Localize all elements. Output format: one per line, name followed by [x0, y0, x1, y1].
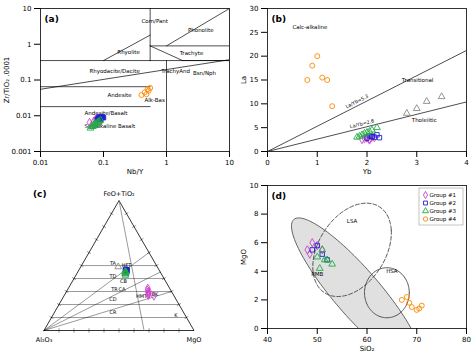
svg-text:0.1: 0.1 — [98, 159, 109, 167]
svg-text:Trachyte: Trachyte — [179, 50, 204, 57]
svg-text:3: 3 — [415, 159, 419, 167]
svg-text:Nb/Y: Nb/Y — [127, 168, 144, 176]
svg-text:Group #2: Group #2 — [430, 200, 457, 207]
svg-text:Bsn/Nph: Bsn/Nph — [193, 70, 217, 77]
svg-text:50: 50 — [313, 336, 322, 344]
svg-text:FeO+TiO₂: FeO+TiO₂ — [103, 190, 135, 198]
svg-text:HMT: HMT — [135, 293, 148, 300]
svg-text:TD: TD — [109, 273, 117, 279]
svg-text:Transitional: Transitional — [401, 77, 434, 83]
svg-text:(a): (a) — [45, 14, 59, 24]
svg-text:Tholeiitic: Tholeiitic — [411, 117, 437, 123]
svg-text:0: 0 — [254, 148, 258, 156]
svg-text:HSA: HSA — [386, 268, 398, 274]
svg-text:(d): (d) — [272, 191, 287, 201]
svg-text:La/Yb=2.6: La/Yb=2.6 — [349, 118, 375, 130]
svg-text:CD: CD — [109, 296, 116, 302]
svg-text:PMB: PMB — [311, 271, 323, 277]
svg-text:4: 4 — [254, 268, 259, 276]
svg-text:TrachyAnd: TrachyAnd — [160, 68, 190, 75]
svg-text:5: 5 — [254, 124, 258, 132]
svg-text:TR: TR — [110, 286, 118, 292]
svg-text:0.01: 0.01 — [16, 112, 32, 120]
svg-text:10: 10 — [250, 100, 259, 108]
svg-text:HFT: HFT — [121, 262, 132, 269]
svg-text:15: 15 — [250, 76, 259, 84]
svg-text:80: 80 — [462, 336, 471, 344]
svg-text:10: 10 — [225, 159, 234, 167]
svg-text:4: 4 — [464, 159, 469, 167]
svg-text:SiO₂: SiO₂ — [360, 345, 375, 353]
svg-text:Al₂O₃: Al₂O₃ — [36, 336, 53, 344]
svg-text:10: 10 — [23, 5, 32, 13]
svg-text:1: 1 — [27, 40, 31, 48]
svg-text:Group #1: Group #1 — [430, 192, 457, 199]
svg-text:Andesite: Andesite — [108, 92, 133, 98]
svg-text:70: 70 — [412, 336, 421, 344]
svg-text:Zr/TiO₂ .0001: Zr/TiO₂ .0001 — [3, 57, 11, 104]
svg-text:0: 0 — [254, 325, 258, 333]
svg-text:2: 2 — [365, 159, 369, 167]
svg-text:Rhyolite: Rhyolite — [117, 49, 140, 56]
svg-text:Com/Pant: Com/Pant — [141, 18, 168, 24]
svg-text:0.1: 0.1 — [20, 76, 31, 84]
svg-text:40: 40 — [263, 336, 272, 344]
svg-text:25: 25 — [250, 29, 259, 37]
svg-text:La: La — [240, 76, 248, 84]
svg-text:Calc-alkaline: Calc-alkaline — [292, 24, 328, 30]
svg-text:CR: CR — [110, 309, 117, 315]
svg-text:1: 1 — [164, 159, 168, 167]
svg-text:CA: CA — [119, 286, 126, 292]
svg-text:MgO: MgO — [240, 249, 248, 265]
svg-text:Rhyodacite/Dacite: Rhyodacite/Dacite — [89, 68, 140, 75]
svg-text:(c): (c) — [33, 189, 47, 199]
svg-text:Group #3: Group #3 — [430, 208, 457, 215]
svg-text:Alk-Bas: Alk-Bas — [145, 97, 165, 103]
svg-text:20: 20 — [250, 52, 259, 60]
svg-text:1: 1 — [315, 159, 319, 167]
svg-text:La/Yb=5.3: La/Yb=5.3 — [345, 94, 369, 110]
svg-text:30: 30 — [250, 5, 259, 13]
svg-text:Yb: Yb — [362, 168, 372, 176]
svg-text:MgO: MgO — [187, 336, 202, 344]
svg-text:TA: TA — [109, 260, 117, 266]
svg-text:BK: BK — [151, 290, 159, 297]
svg-text:6: 6 — [254, 239, 259, 247]
svg-text:Subalkaline Basalt: Subalkaline Basalt — [84, 123, 136, 130]
svg-text:K: K — [174, 312, 178, 318]
svg-text:0.001: 0.001 — [11, 148, 31, 156]
svg-text:0.01: 0.01 — [33, 159, 49, 167]
svg-text:60: 60 — [363, 336, 372, 344]
svg-text:Andesite/Basalt: Andesite/Basalt — [85, 110, 129, 116]
svg-text:Phonolite: Phonolite — [188, 27, 214, 33]
svg-text:10: 10 — [250, 182, 259, 190]
svg-text:2: 2 — [254, 296, 258, 304]
svg-text:CB: CB — [120, 278, 127, 284]
svg-text:(b): (b) — [272, 14, 287, 24]
svg-text:LSA: LSA — [347, 218, 358, 224]
svg-text:8: 8 — [254, 210, 258, 218]
svg-text:0: 0 — [265, 159, 269, 167]
svg-text:Group #4: Group #4 — [430, 216, 457, 223]
